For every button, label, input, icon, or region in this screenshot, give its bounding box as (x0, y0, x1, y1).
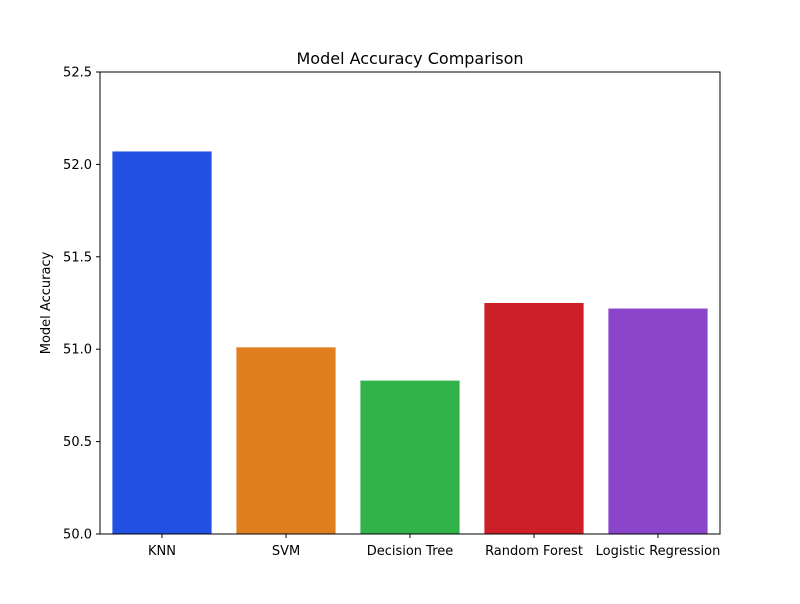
x-tick-label: Random Forest (485, 544, 583, 559)
chart-title: Model Accuracy Comparison (296, 49, 523, 68)
x-tick-label: SVM (272, 544, 300, 559)
y-tick-label: 50.5 (63, 435, 92, 450)
y-tick-label: 50.0 (63, 528, 92, 543)
bar-decision-tree (360, 380, 460, 534)
plot-frame (99, 71, 721, 535)
bar-knn (112, 151, 212, 535)
x-tick-label: KNN (148, 544, 176, 559)
y-axis-label: Model Accuracy (39, 251, 54, 354)
bar-random-forest (484, 303, 584, 534)
x-tick-label: Decision Tree (367, 544, 454, 559)
y-tick-label: 52.5 (63, 66, 92, 81)
bar-svm (236, 347, 336, 534)
y-tick-label: 51.0 (63, 343, 92, 358)
x-tick-label: Logistic Regression (596, 544, 721, 559)
bar-logistic-regression (608, 308, 708, 534)
x-axis-ticks: KNN SVM Decision Tree Random Forest Logistic… (148, 534, 720, 559)
bars-layer (112, 151, 708, 535)
y-tick-label: 52.0 (63, 158, 92, 173)
y-axis-ticks: 50.0 50.5 51.0 51.5 52.0 52.5 (63, 66, 100, 543)
y-tick-label: 51.5 (63, 250, 92, 265)
